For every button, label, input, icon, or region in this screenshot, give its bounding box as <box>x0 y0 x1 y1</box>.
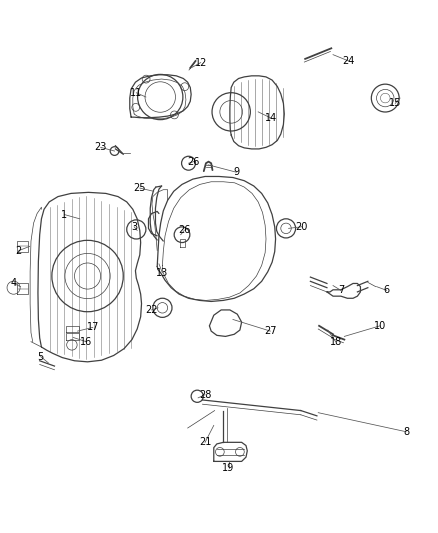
Text: 20: 20 <box>296 222 308 232</box>
Text: 21: 21 <box>199 438 211 447</box>
Text: 28: 28 <box>199 390 211 400</box>
Text: 10: 10 <box>374 321 386 331</box>
Text: 12: 12 <box>194 58 207 68</box>
Text: 19: 19 <box>223 463 235 473</box>
Text: 26: 26 <box>178 225 191 236</box>
Text: 1: 1 <box>61 209 67 220</box>
Text: 5: 5 <box>37 352 44 361</box>
Text: 24: 24 <box>343 56 355 66</box>
Text: 15: 15 <box>389 99 402 108</box>
Text: 16: 16 <box>80 337 92 346</box>
Text: 11: 11 <box>130 88 142 98</box>
Text: 17: 17 <box>87 322 99 333</box>
Text: 18: 18 <box>329 337 342 346</box>
Text: 8: 8 <box>403 427 409 437</box>
Text: 22: 22 <box>145 305 158 315</box>
Text: 9: 9 <box>233 167 240 177</box>
Text: 25: 25 <box>134 183 146 193</box>
Text: 4: 4 <box>11 278 17 288</box>
Text: 3: 3 <box>131 222 137 232</box>
Text: 13: 13 <box>156 268 169 278</box>
Text: 23: 23 <box>95 142 107 152</box>
Text: 2: 2 <box>16 246 22 256</box>
Text: 6: 6 <box>384 285 390 295</box>
Text: 14: 14 <box>265 113 277 123</box>
Text: 7: 7 <box>338 285 344 295</box>
Text: 26: 26 <box>187 157 200 167</box>
Text: 27: 27 <box>264 326 277 336</box>
